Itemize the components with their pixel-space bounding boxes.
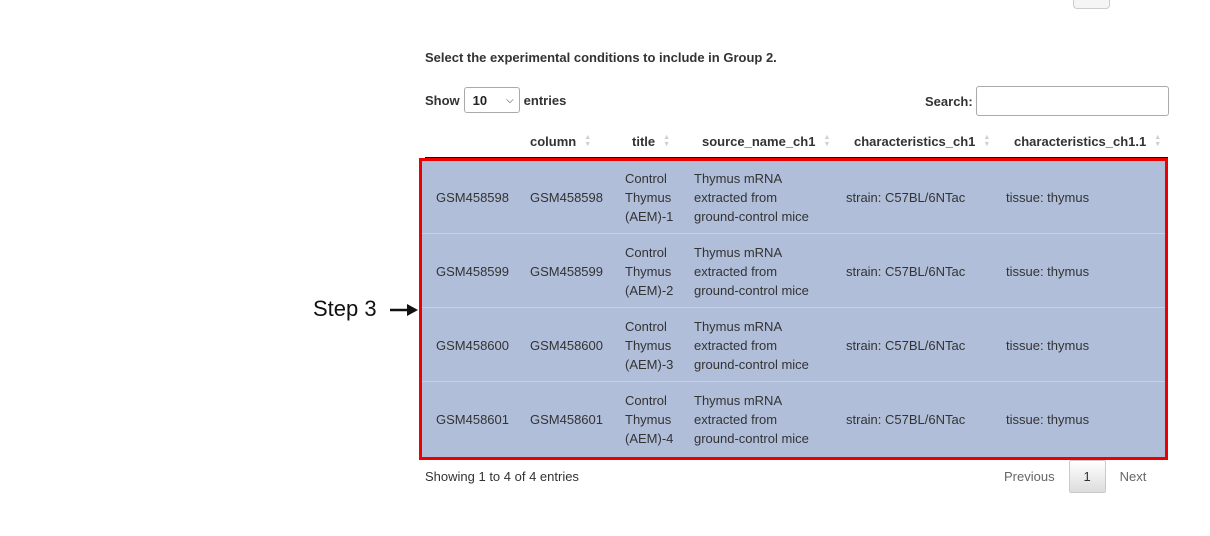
characteristics-cell: strain: C57BL/6NTac [846,337,966,353]
column-header-characteristics-ch1[interactable]: characteristics_ch1 ▲ ▼ [854,133,991,149]
table-body: GSM458598 GSM458598 Control Thymus (AEM)-1… [421,160,1166,457]
sort-both-icon: ▲ ▼ [663,134,671,148]
step-label: Step 3 [313,296,377,321]
next-button[interactable]: Next [1119,469,1147,484]
chevron-down-icon: ⌵ [506,94,514,106]
length-suffix: entries [523,92,567,108]
source-cell: Thymus mRNA extracted from ground-control … [694,392,809,446]
title-cell: Control Thymus (AEM)-4 [625,392,674,446]
length-value: 10 [472,92,488,108]
column-header-source-name[interactable]: source_name_ch1 ▲ ▼ [702,133,831,149]
sort-both-icon: ▲ ▼ [584,134,592,148]
arrow-right-icon [390,304,418,316]
column-cell: GSM458601 [530,411,603,427]
characteristics-2-cell: tissue: thymus [1006,189,1090,205]
top-button-stub[interactable] [1073,0,1110,9]
table-row[interactable]: GSM458598 GSM458598 Control Thymus (AEM)-1… [421,160,1166,234]
page-1-button[interactable]: 1 [1068,460,1106,493]
characteristics-2-cell: tissue: thymus [1006,263,1090,279]
sort-both-icon: ▲ ▼ [1154,134,1162,148]
column-cell: GSM458600 [530,337,603,353]
table-row[interactable]: GSM458599 GSM458599 Control Thymus (AEM)-2… [421,234,1166,308]
characteristics-cell: strain: C57BL/6NTac [846,189,966,205]
sort-both-icon: ▲ ▼ [983,134,991,148]
previous-button[interactable]: Previous [1004,469,1055,484]
characteristics-2-cell: tissue: thymus [1006,411,1090,427]
table-info: Showing 1 to 4 of 4 entries [425,469,579,484]
table-row[interactable]: GSM458600 GSM458600 Control Thymus (AEM)-3… [421,308,1166,382]
group-heading: Select the experimental conditions to in… [425,50,777,65]
pagination: Previous 1 Next [990,460,1160,493]
title-cell: Control Thymus (AEM)-3 [625,318,674,372]
title-cell: Control Thymus (AEM)-2 [625,244,674,298]
row-id-cell: GSM458601 [436,411,509,427]
entries-length-select[interactable]: 10 ⌵ [463,87,520,113]
characteristics-2-cell: tissue: thymus [1006,337,1090,353]
search-input[interactable] [975,86,1169,116]
column-header-column[interactable]: column ▲ ▼ [530,133,592,149]
length-prefix: Show [425,92,460,108]
characteristics-cell: strain: C57BL/6NTac [846,263,966,279]
search-label: Search: [925,93,973,109]
column-header-characteristics-ch1-1[interactable]: characteristics_ch1.1 ▲ ▼ [1014,133,1162,149]
entries-length-control: Show 10 ⌵ entries [425,87,566,113]
table-header: column ▲ ▼ title ▲ ▼ source_name_ch1 ▲ ▼ ch… [425,124,1168,158]
row-id-cell: GSM458599 [436,263,509,279]
title-cell: Control Thymus (AEM)-1 [625,170,674,224]
source-cell: Thymus mRNA extracted from ground-control … [694,244,809,298]
row-id-cell: GSM458600 [436,337,509,353]
source-cell: Thymus mRNA extracted from ground-control … [694,318,809,372]
source-cell: Thymus mRNA extracted from ground-control … [694,170,809,224]
row-id-cell: GSM458598 [436,189,509,205]
column-header-title[interactable]: title ▲ ▼ [632,133,671,149]
characteristics-cell: strain: C57BL/6NTac [846,411,966,427]
table-row[interactable]: GSM458601 GSM458601 Control Thymus (AEM)-4… [421,382,1166,456]
column-cell: GSM458598 [530,189,603,205]
sort-both-icon: ▲ ▼ [823,134,831,148]
column-cell: GSM458599 [530,263,603,279]
search-control: Search: [925,86,1169,116]
